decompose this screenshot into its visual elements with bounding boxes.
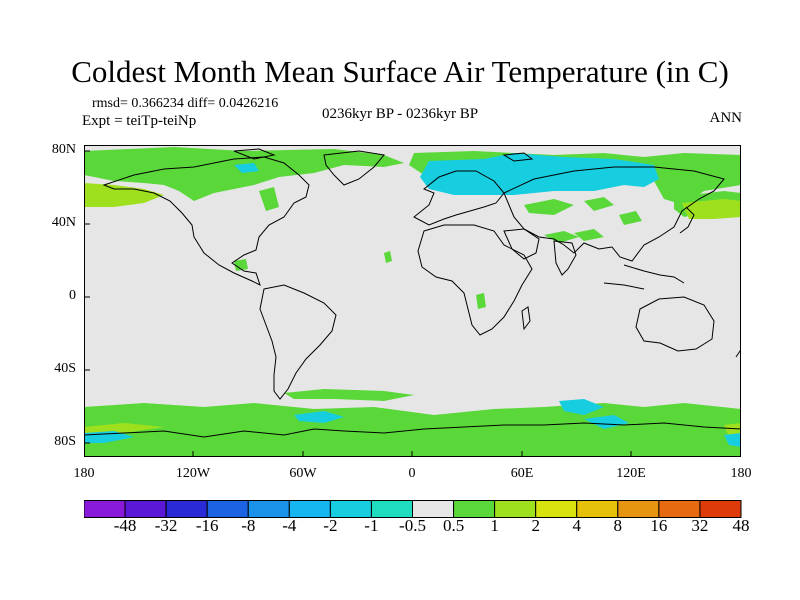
colorbar-label: 8	[613, 516, 623, 535]
lon-label-60w: 60W	[289, 466, 317, 481]
lon-label-120w: 120W	[175, 466, 211, 481]
colorbar-swatch	[699, 500, 742, 518]
colorbar-label: 16	[650, 516, 668, 535]
period-label: 0236kyr BP - 0236kyr BP	[322, 106, 479, 122]
colorbar-label: 1	[490, 516, 499, 535]
lat-label-40s: 40S	[54, 361, 76, 376]
colorbar-label: 0.5	[442, 516, 465, 535]
colorbar-swatch	[288, 500, 331, 518]
colorbar	[84, 500, 742, 518]
map-title: Coldest Month Mean Surface Air Temperatu…	[71, 54, 729, 89]
colorbar-label: -2	[323, 516, 338, 535]
colorbar-label: -48	[113, 516, 137, 535]
colorbar-swatch	[658, 500, 701, 518]
colorbar-swatch	[329, 500, 372, 518]
stats-text: rmsd= 0.366234 diff= 0.0426216	[92, 96, 279, 111]
colorbar-label: 2	[531, 516, 540, 535]
colorbar-label: -16	[195, 516, 219, 535]
lon-label-120e: 120E	[616, 466, 646, 481]
colorbar-swatch	[494, 500, 537, 518]
colorbar-label: 48	[732, 516, 750, 535]
coastlines	[84, 148, 741, 438]
colorbar-swatch	[453, 500, 496, 518]
colorbar-swatch	[576, 500, 619, 518]
season-label: ANN	[709, 110, 743, 126]
colorbar-swatch	[617, 500, 660, 518]
colorbar-swatch	[165, 500, 208, 518]
colorbar-swatch	[370, 500, 414, 518]
experiment-label: Expt = teiTp-teiNp	[82, 113, 197, 129]
lon-label-60e: 60E	[510, 466, 534, 481]
colorbar-swatch	[412, 500, 455, 518]
colorbar-label: 32	[691, 516, 709, 535]
colorbar-label: -0.5	[399, 516, 426, 535]
lat-label-40n: 40N	[51, 215, 76, 230]
colorbar-label: -32	[154, 516, 178, 535]
lat-label-80n: 80N	[51, 142, 76, 157]
colorbar-swatch	[206, 500, 249, 518]
lat-label-80s: 80S	[54, 434, 76, 449]
colorbar-swatch	[535, 500, 578, 518]
lon-label-0: 0	[408, 466, 416, 481]
colorbar-label: -1	[364, 516, 379, 535]
lon-label-180e: 180	[730, 466, 752, 481]
colorbar-swatch	[247, 500, 290, 518]
world-map	[84, 145, 741, 457]
lon-label-180w: 180	[73, 466, 95, 481]
lat-label-0: 0	[69, 288, 76, 303]
colorbar-label: -8	[241, 516, 256, 535]
colorbar-swatch	[124, 500, 167, 518]
colorbar-label: 4	[572, 516, 582, 535]
colorbar-swatch	[84, 500, 126, 518]
colorbar-label: -4	[282, 516, 297, 535]
